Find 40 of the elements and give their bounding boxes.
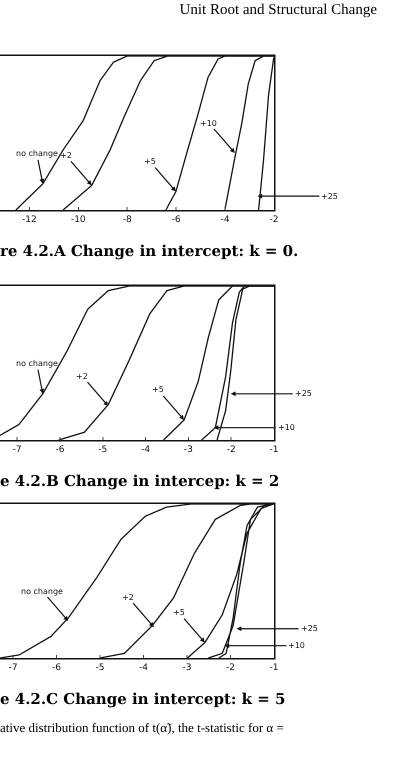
text: e 4.2.C Change in intercept: k = 5 (0, 690, 286, 708)
annotation: no change (16, 359, 58, 368)
x-tick-label: -6 (172, 215, 181, 226)
x-tick-label: -6 (55, 445, 65, 456)
x-tick-label: -2 (270, 215, 278, 226)
text: e 4.2.B Change in intercep: k = 2 (0, 472, 280, 490)
text: re 4.2.A Change in intercept: k = 0. (0, 242, 298, 260)
x-tick-label: -10 (70, 215, 86, 226)
x-tick-label: -4 (141, 445, 150, 456)
x-tick-label: -6 (52, 663, 62, 674)
x-tick-label: -4 (139, 663, 148, 674)
text: Unit Root and Structural Change (180, 2, 377, 19)
x-tick-label: -7 (8, 663, 18, 674)
annotation: +10 (288, 641, 305, 650)
annotation: +5 (144, 157, 156, 166)
x-tick-label: -5 (98, 445, 108, 456)
annotation: no change (21, 587, 64, 596)
x-tick-label: -8 (122, 215, 132, 226)
text: ative distribution function of t(α̃), the t-statistic for α = (0, 720, 284, 736)
x-tick-label: -3 (182, 663, 192, 674)
x-tick-label: -1 (270, 663, 278, 674)
annotation: +2 (76, 372, 88, 381)
x-tick-label: -5 (96, 663, 105, 674)
annotation: +25 (301, 624, 318, 633)
annotation: +10 (278, 423, 295, 432)
x-tick-label: -4 (220, 215, 230, 226)
annotation: +5 (152, 385, 164, 394)
annotation: +2 (122, 593, 134, 602)
annotation: no change (16, 149, 58, 158)
x-tick-label: -12 (22, 215, 37, 226)
annotation: +5 (173, 608, 185, 617)
x-tick-label: -3 (184, 445, 193, 456)
x-tick-label: -7 (12, 445, 22, 456)
annotation: +2 (60, 151, 72, 160)
x-tick-label: -2 (226, 663, 235, 674)
annotation: +10 (200, 119, 217, 128)
annotation: +25 (295, 389, 312, 398)
annotation: +25 (321, 192, 338, 201)
x-tick-label: -2 (226, 445, 236, 456)
x-tick-label: -1 (270, 445, 278, 456)
